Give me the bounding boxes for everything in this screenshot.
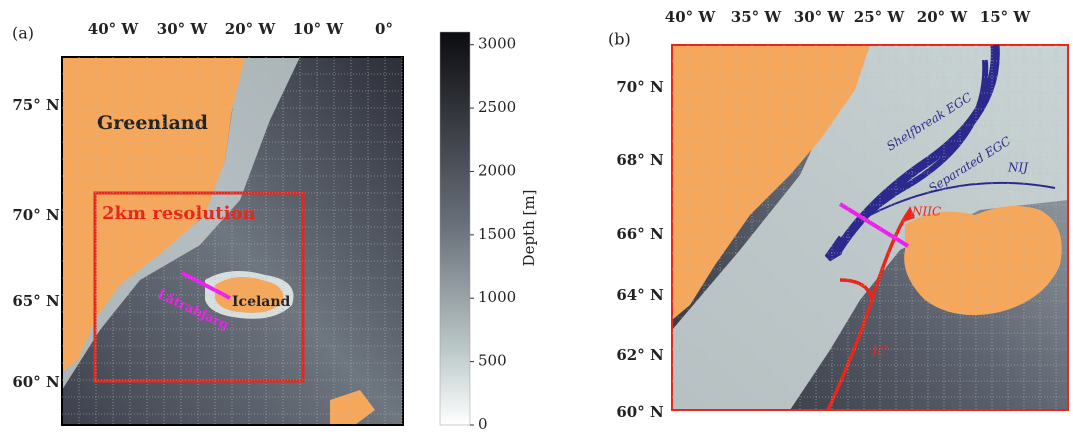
lon-label: 15° W [980, 8, 1032, 26]
colorbar-tick-label: 2500 [478, 98, 516, 116]
colorbar-tick-label: 0 [478, 415, 488, 432]
lon-label: 30° W [794, 8, 846, 26]
panel-label: (b) [608, 30, 631, 49]
lat-label: 65° N [12, 292, 60, 310]
label-iceland: Iceland [232, 294, 291, 310]
lon-label: 40° W [665, 8, 717, 26]
figure: Greenland 2km resolution Látrabjarg Icel… [0, 0, 1073, 432]
lat-label: 75° N [12, 96, 60, 114]
lon-label: 40° W [88, 20, 140, 38]
label-resolution: 2km resolution [102, 203, 256, 224]
lat-label: 70° N [12, 206, 60, 224]
label-nij: NIJ [1007, 161, 1029, 175]
label-niic: NIIC [911, 205, 941, 219]
lon-label: 35° W [731, 8, 783, 26]
colorbar-tick-label: 1500 [478, 225, 516, 243]
label-greenland: Greenland [97, 112, 208, 134]
lat-label: 62° N [616, 346, 664, 364]
lat-label: 60° N [12, 373, 60, 391]
colorbar-label: Depth [m] [520, 190, 538, 267]
lat-label: 70° N [616, 78, 664, 96]
colorbar [440, 32, 470, 425]
lon-label: 25° W [854, 8, 906, 26]
lon-label: 30° W [157, 20, 209, 38]
colorbar-tick-label: 500 [478, 352, 507, 370]
map-b [672, 45, 1068, 410]
lon-label: 20° W [225, 20, 277, 38]
panel-label: (a) [12, 24, 34, 43]
lon-label: 0° [375, 20, 393, 38]
lon-label: 10° W [293, 20, 345, 38]
lat-label: 64° N [616, 286, 664, 304]
lat-label: 60° N [616, 403, 664, 421]
colorbar-tick-label: 2000 [478, 161, 516, 179]
lat-label: 68° N [616, 151, 664, 169]
colorbar-tick-label: 1000 [478, 288, 516, 306]
lat-label: 66° N [616, 225, 664, 243]
lon-label: 20° W [917, 8, 969, 26]
colorbar-tick-label: 3000 [478, 35, 516, 53]
